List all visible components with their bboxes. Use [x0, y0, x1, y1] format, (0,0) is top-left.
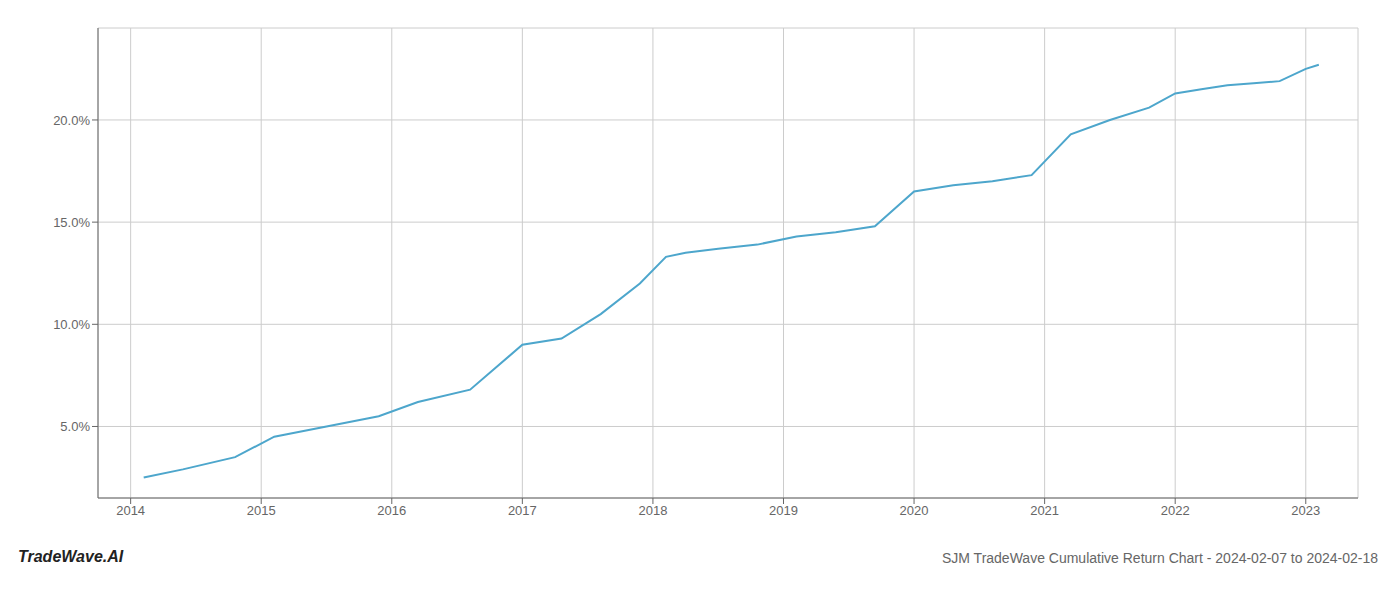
svg-text:2016: 2016	[377, 503, 406, 518]
svg-text:2020: 2020	[900, 503, 929, 518]
svg-text:2023: 2023	[1291, 503, 1320, 518]
svg-text:2014: 2014	[116, 503, 145, 518]
svg-text:2022: 2022	[1161, 503, 1190, 518]
svg-text:20.0%: 20.0%	[53, 113, 90, 128]
svg-text:2017: 2017	[508, 503, 537, 518]
svg-text:15.0%: 15.0%	[53, 215, 90, 230]
svg-text:2018: 2018	[638, 503, 667, 518]
svg-text:2021: 2021	[1030, 503, 1059, 518]
svg-text:5.0%: 5.0%	[60, 419, 90, 434]
svg-text:2015: 2015	[247, 503, 276, 518]
html-text:SJM TradeWave Cumulative Retur: SJM TradeWave Cumulative Return Chart - …	[942, 550, 1378, 566]
html-text:TradeWave.AI: TradeWave.AI	[18, 548, 124, 565]
svg-text:10.0%: 10.0%	[53, 317, 90, 332]
svg-text:2019: 2019	[769, 503, 798, 518]
